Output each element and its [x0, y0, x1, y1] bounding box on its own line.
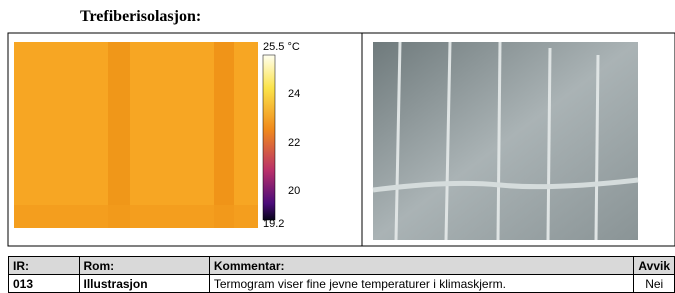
color-scale	[263, 55, 275, 220]
photo	[373, 42, 638, 240]
thermal-image	[14, 42, 258, 228]
column-header: IR:	[9, 257, 80, 275]
figure-panel: 25.5 °C 24 22 20 19.2	[0, 0, 675, 256]
scale-label: 25.5 °C	[263, 41, 300, 53]
scale-label: 24	[288, 88, 300, 100]
cell: Termogram viser fine jevne temperaturer …	[209, 275, 634, 293]
info-table: IR: Rom: Kommentar: Avvik 013 Illustrasj…	[8, 256, 675, 293]
cell: 013	[9, 275, 80, 293]
scale-label: 22	[288, 137, 300, 149]
scale-label: 20	[288, 185, 300, 197]
page: Trefiberisolasjon: 25.5 °C 24 22 20 19.2…	[0, 0, 675, 289]
column-header: Kommentar:	[209, 257, 634, 275]
cell: Nei	[634, 275, 675, 293]
scale-label: 19.2	[263, 218, 284, 230]
column-header: Avvik	[634, 257, 675, 275]
cell: Illustrasjon	[79, 275, 209, 293]
column-header: Rom:	[79, 257, 209, 275]
